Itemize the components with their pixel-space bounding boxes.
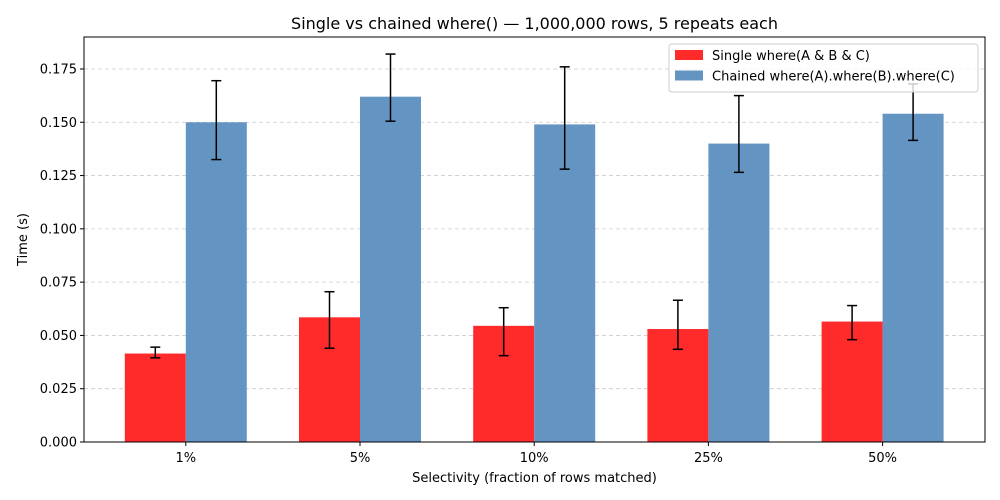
legend-label: Single where(A & B & C) [712, 49, 870, 64]
ticks-layer: 0.000 0.025 0.050 0.075 0.100 0.125 0.150 0.175… [40, 62, 897, 466]
y-tick-label: 0.125 [40, 169, 77, 184]
y-tick-label: 0.000 [40, 436, 77, 451]
legend-swatch [675, 70, 703, 81]
y-axis-label: Time (s) [16, 213, 31, 267]
y-tick-label: 0.050 [40, 329, 77, 344]
y-tick-label: 0.075 [40, 276, 77, 291]
y-tick-label: 0.025 [40, 382, 77, 397]
bar [534, 124, 596, 442]
chart-title: Single vs chained where() — 1,000,000 ro… [291, 14, 778, 33]
x-tick-label: 25% [694, 451, 723, 466]
legend: Single where(A & B & C) Chained where(A).… [668, 43, 979, 93]
x-axis-label: Selectivity (fraction of rows matched) [412, 471, 657, 486]
y-tick-label: 0.175 [40, 62, 77, 77]
legend-swatch [675, 50, 703, 60]
bars-layer [124, 96, 944, 443]
x-tick-label: 1% [175, 451, 196, 466]
legend-box [668, 43, 979, 93]
bar [708, 143, 770, 442]
legend-label: Chained where(A).where(B).where(C) [712, 70, 955, 85]
error-bars-layer [150, 53, 919, 359]
x-tick-label: 5% [350, 451, 371, 466]
y-tick-label: 0.100 [40, 222, 77, 237]
y-tick-label: 0.150 [40, 116, 77, 131]
x-tick-label: 50% [868, 451, 897, 466]
x-tick-label: 10% [520, 451, 549, 466]
bar [185, 122, 247, 443]
bar [124, 353, 186, 442]
bar [360, 96, 421, 443]
bar [821, 321, 883, 442]
bar [882, 113, 944, 442]
